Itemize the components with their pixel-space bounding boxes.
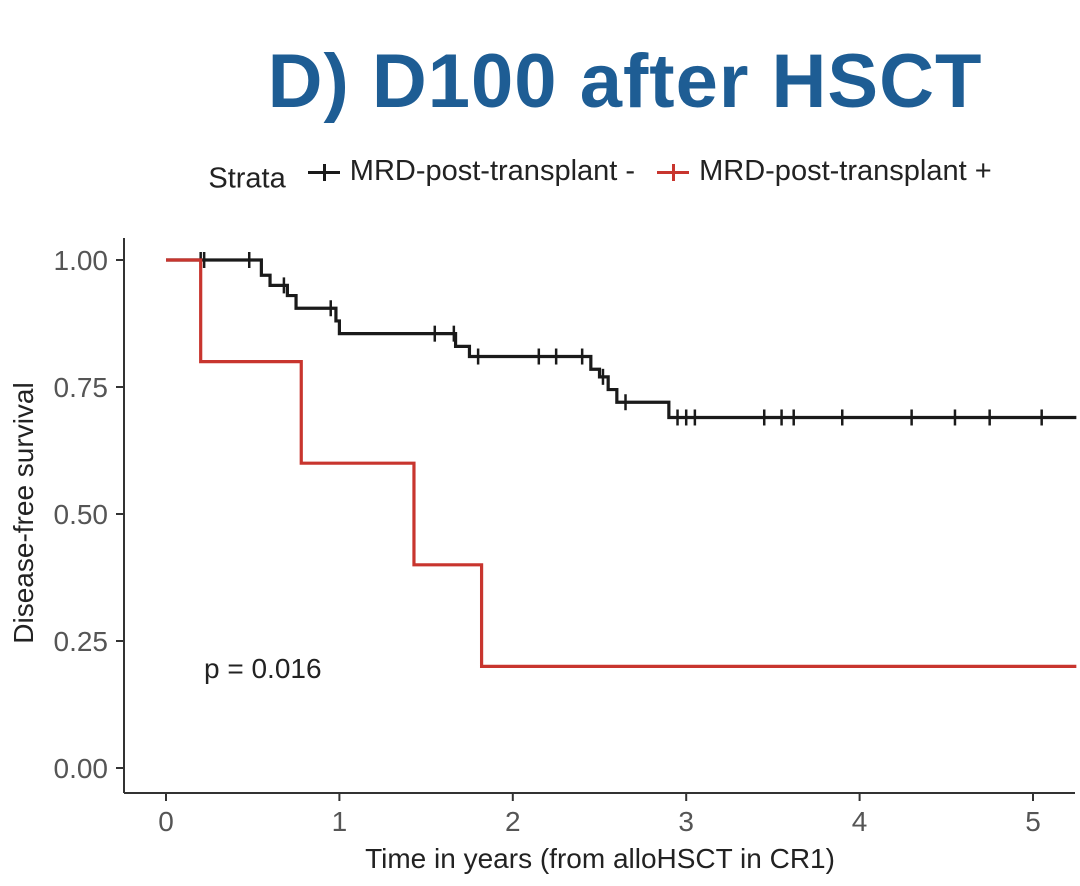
y-tick-label: 0.25 xyxy=(54,626,109,657)
x-tick-label: 0 xyxy=(158,806,174,837)
legend-label-mrd-positive: MRD-post-transplant + xyxy=(699,155,992,187)
x-tick-label: 5 xyxy=(1025,806,1041,837)
legend-label-mrd-negative: MRD-post-transplant - xyxy=(349,155,636,187)
survival-curve-mrd-positive xyxy=(166,258,1077,668)
chart-title: D) D100 after HSCT xyxy=(267,39,983,124)
y-tick-label: 1.00 xyxy=(54,245,109,276)
x-tick-label: 2 xyxy=(505,806,521,837)
survival-curve-mrd-negative xyxy=(166,258,1077,420)
legend-item-mrd-negative: MRD-post-transplant - xyxy=(307,155,636,188)
y-tick-label: 0.50 xyxy=(54,499,109,530)
y-tick-label: 0.75 xyxy=(54,372,109,403)
legend-title: Strata xyxy=(208,162,286,195)
legend-item-mrd-positive: MRD-post-transplant + xyxy=(657,155,992,188)
x-tick-label: 1 xyxy=(332,806,348,837)
x-tick-label: 4 xyxy=(852,806,868,837)
y-tick-label: 0.00 xyxy=(54,753,109,784)
legend-key-mrd-negative xyxy=(307,156,340,188)
x-axis-label: Time in years (from alloHSCT in CR1) xyxy=(365,843,835,874)
legend-key-mrd-positive xyxy=(657,156,690,188)
x-tick-label: 3 xyxy=(678,806,694,837)
legend: Strata MRD-post-transplant - MRD-post-tr… xyxy=(0,155,1080,196)
y-axis-label: Disease-free survival xyxy=(8,382,39,643)
p-value-annotation: p = 0.016 xyxy=(204,653,322,684)
